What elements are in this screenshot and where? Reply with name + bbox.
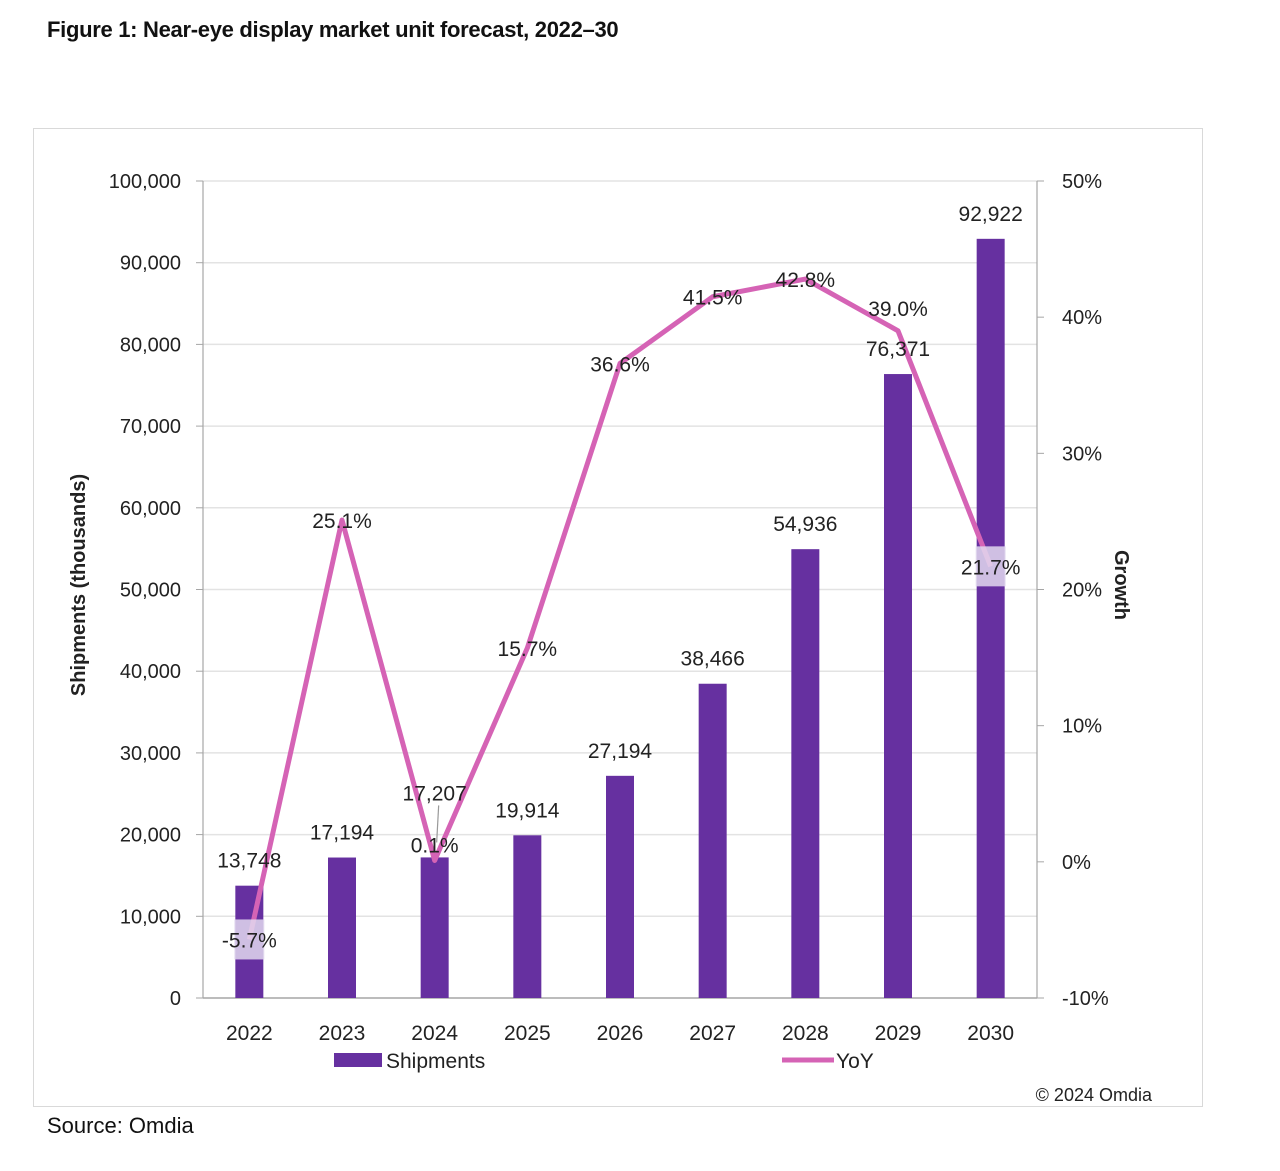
legend-label-shipments: Shipments	[386, 1050, 485, 1073]
bar-value-label: 17,194	[310, 822, 375, 845]
bar-2028	[791, 549, 820, 998]
y2-tick-label: 30%	[1062, 443, 1102, 465]
yoy-value-label: 25.1%	[312, 510, 372, 533]
bar-2023	[328, 857, 356, 998]
bar-2024	[420, 857, 449, 998]
bar-value-label: 92,922	[959, 203, 1023, 226]
bar-value-label: 17,207	[403, 782, 467, 805]
yoy-value-label: 21.7%	[961, 556, 1021, 579]
yoy-value-label: -5.7%	[222, 929, 277, 952]
copyright-note: © 2024 Omdia	[1036, 1085, 1153, 1105]
bar-2030	[976, 238, 1005, 998]
bar-value-label: 38,466	[681, 648, 745, 671]
bar-value-label: 13,748	[217, 850, 281, 873]
bar-value-label: 76,371	[866, 338, 930, 361]
label-highlight	[975, 546, 1006, 587]
x-tick-label: 2024	[411, 1022, 458, 1045]
y-tick-label: 30,000	[120, 743, 181, 765]
y-tick-label: 90,000	[120, 253, 181, 275]
bar-value-label: 54,936	[773, 513, 837, 536]
y2-tick-label: 10%	[1062, 716, 1102, 738]
bar-value-label: 27,194	[588, 740, 653, 763]
y-tick-label: 20,000	[120, 825, 181, 847]
legend-label-yoy: YoY	[836, 1050, 874, 1073]
yoy-value-label: 36.6%	[590, 353, 650, 376]
y-tick-label: 40,000	[120, 661, 181, 683]
y2-axis-title: Growth	[1110, 550, 1132, 620]
x-tick-label: 2030	[967, 1022, 1014, 1045]
y2-tick-label: 20%	[1062, 580, 1102, 602]
yoy-value-label: 42.8%	[776, 269, 836, 292]
y-tick-label: 60,000	[120, 498, 181, 520]
y-tick-label: 70,000	[120, 416, 181, 438]
x-tick-label: 2028	[782, 1022, 829, 1045]
figure-title: Figure 1: Near-eye display market unit f…	[47, 17, 619, 42]
y2-tick-label: 40%	[1062, 307, 1102, 329]
yoy-line	[246, 276, 993, 940]
leader-line	[436, 805, 440, 843]
y-tick-label: 50,000	[120, 580, 181, 602]
y2-tick-label: 50%	[1062, 171, 1102, 193]
x-tick-label: 2022	[226, 1022, 273, 1045]
yoy-value-label: 41.5%	[683, 287, 743, 310]
x-tick-label: 2023	[319, 1022, 366, 1045]
y-tick-label: 80,000	[120, 334, 181, 356]
bar-2025	[513, 835, 542, 998]
chart-frame	[33, 128, 1203, 1107]
legend-swatch-shipments	[334, 1053, 382, 1067]
label-highlight	[234, 919, 265, 960]
bar-2027	[698, 683, 727, 998]
x-tick-label: 2027	[689, 1022, 736, 1045]
y-tick-label: 100,000	[109, 171, 181, 193]
source-note: Source: Omdia	[47, 1113, 194, 1138]
bar-2026	[606, 775, 634, 998]
y2-tick-label: 0%	[1062, 852, 1091, 874]
yoy-value-label: 0.1%	[411, 834, 459, 857]
y2-tick-label: -10%	[1062, 988, 1109, 1010]
yoy-value-label: 39.0%	[868, 298, 928, 321]
y-axis-title: Shipments (thousands)	[68, 474, 90, 696]
bar-2029	[884, 374, 912, 998]
x-tick-label: 2026	[597, 1022, 644, 1045]
y-tick-label: 0	[170, 988, 181, 1010]
bar-value-label: 19,914	[495, 799, 560, 822]
x-tick-label: 2029	[875, 1022, 922, 1045]
yoy-value-label: 15.7%	[498, 638, 558, 661]
x-tick-label: 2025	[504, 1022, 551, 1045]
y-tick-label: 10,000	[120, 906, 181, 928]
